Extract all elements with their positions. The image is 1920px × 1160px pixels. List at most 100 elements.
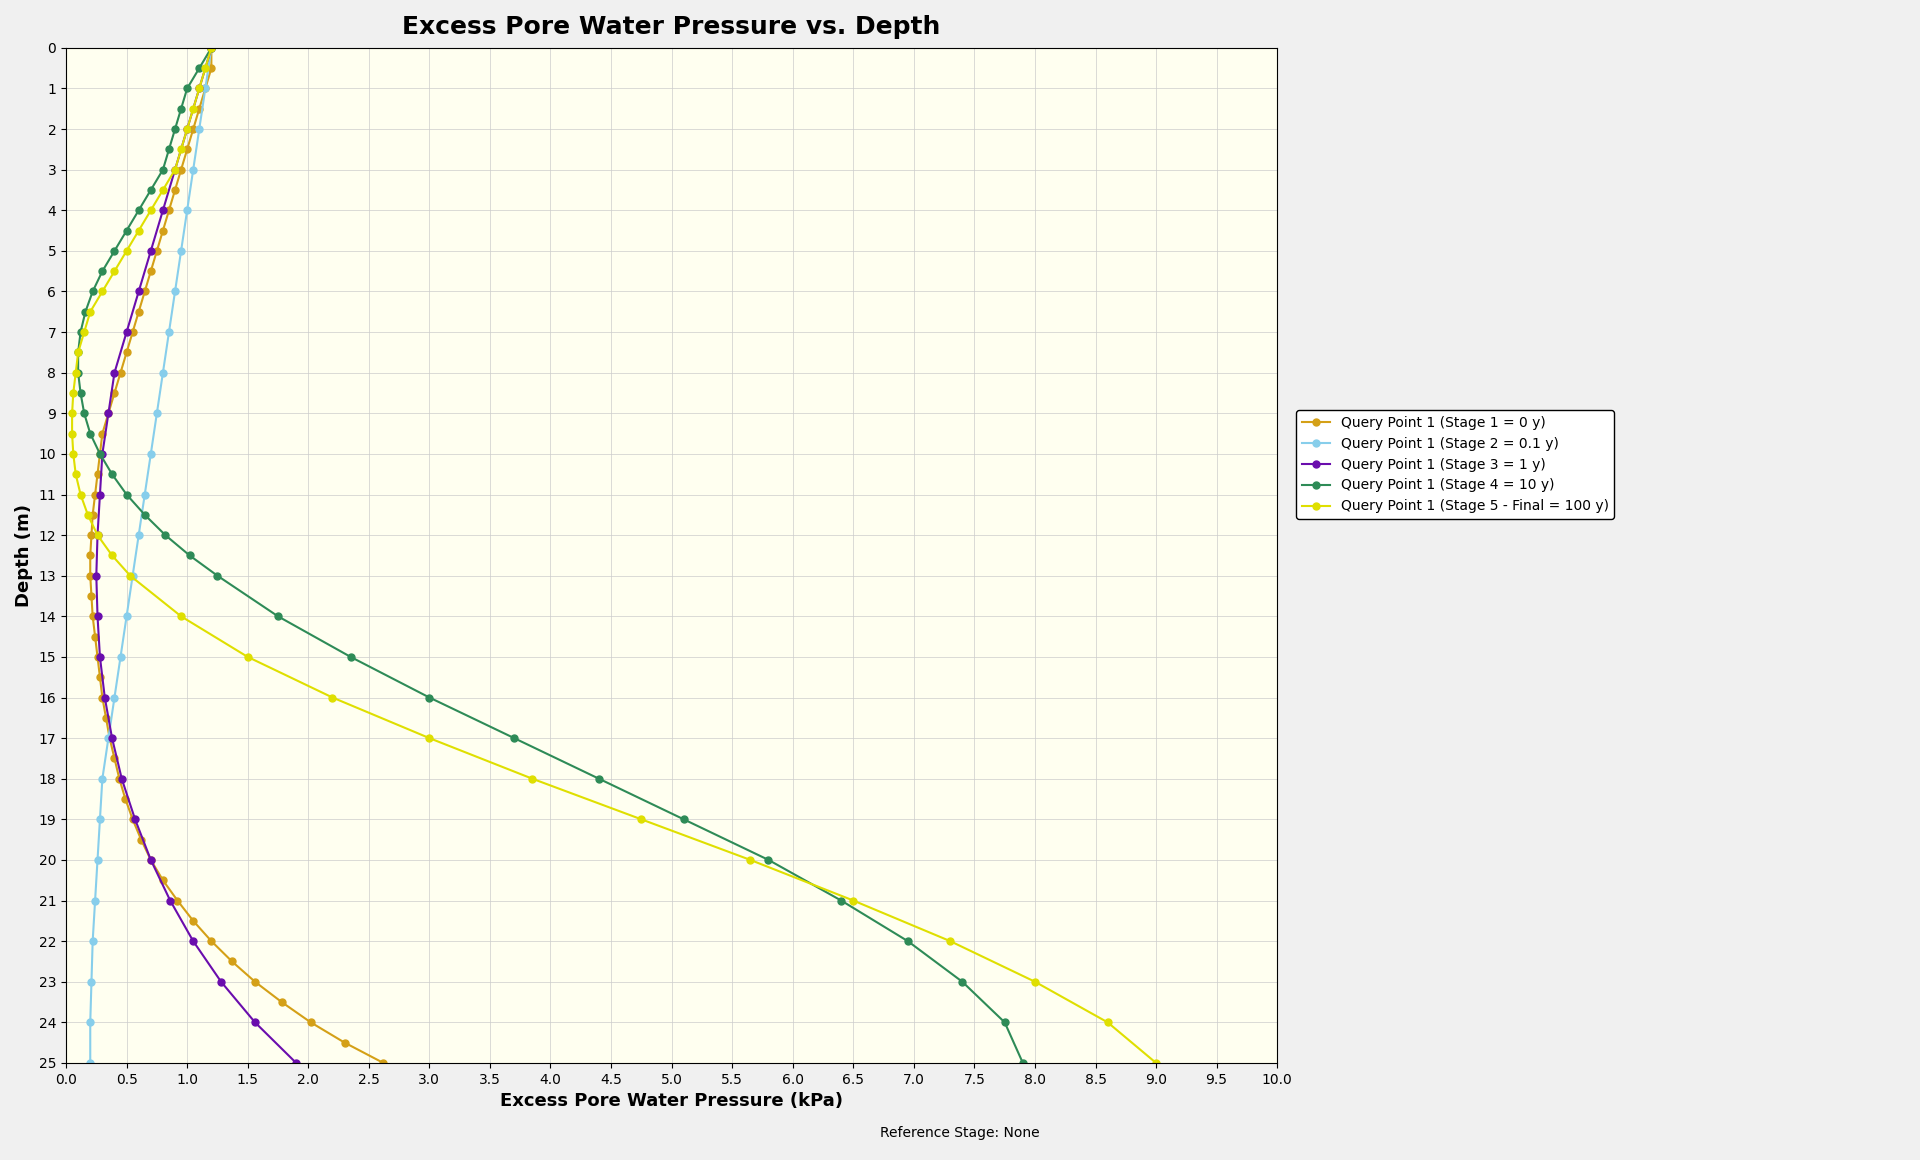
Query Point 1 (Stage 5 - Final = 100 y) — [630, 812, 653, 826]
Query Point 1 (Stage 3 = 1 y) — [159, 893, 182, 907]
Query Point 1 (Stage 5 - Final = 100 y) — [520, 771, 543, 785]
X-axis label: Excess Pore Water Pressure (kPa): Excess Pore Water Pressure (kPa) — [499, 1093, 843, 1110]
Query Point 1 (Stage 4 = 10 y) — [267, 609, 290, 623]
Query Point 1 (Stage 2 = 0.1 y) — [132, 487, 156, 501]
Query Point 1 (Stage 5 - Final = 100 y) — [188, 81, 211, 95]
Query Point 1 (Stage 4 = 10 y) — [993, 1015, 1016, 1029]
Query Point 1 (Stage 4 = 10 y) — [200, 41, 223, 55]
Query Point 1 (Stage 2 = 0.1 y) — [121, 568, 144, 582]
Query Point 1 (Stage 4 = 10 y) — [67, 365, 90, 379]
Query Point 1 (Stage 4 = 10 y) — [672, 812, 695, 826]
Query Point 1 (Stage 3 = 1 y) — [86, 609, 109, 623]
Query Point 1 (Stage 3 = 1 y) — [140, 244, 163, 258]
Query Point 1 (Stage 5 - Final = 100 y) — [73, 325, 96, 339]
Query Point 1 (Stage 3 = 1 y) — [188, 81, 211, 95]
Query Point 1 (Stage 3 = 1 y) — [123, 812, 146, 826]
Line: Query Point 1 (Stage 2 = 0.1 y): Query Point 1 (Stage 2 = 0.1 y) — [86, 44, 215, 1066]
Query Point 1 (Stage 5 - Final = 100 y) — [140, 203, 163, 217]
Query Point 1 (Stage 5 - Final = 100 y) — [61, 427, 84, 441]
Query Point 1 (Stage 4 = 10 y) — [73, 305, 96, 319]
Query Point 1 (Stage 4 = 10 y) — [157, 143, 180, 157]
Query Point 1 (Stage 4 = 10 y) — [179, 549, 202, 563]
Title: Excess Pore Water Pressure vs. Depth: Excess Pore Water Pressure vs. Depth — [403, 15, 941, 39]
Query Point 1 (Stage 5 - Final = 100 y) — [79, 305, 102, 319]
Query Point 1 (Stage 4 = 10 y) — [503, 731, 526, 745]
Query Point 1 (Stage 5 - Final = 100 y) — [194, 61, 217, 75]
Query Point 1 (Stage 5 - Final = 100 y) — [100, 549, 123, 563]
Query Point 1 (Stage 4 = 10 y) — [152, 162, 175, 176]
Query Point 1 (Stage 3 = 1 y) — [104, 365, 127, 379]
Query Point 1 (Stage 3 = 1 y) — [209, 974, 232, 988]
Query Point 1 (Stage 4 = 10 y) — [829, 893, 852, 907]
Query Point 1 (Stage 5 - Final = 100 y) — [163, 162, 186, 176]
Query Point 1 (Stage 4 = 10 y) — [340, 650, 363, 664]
Query Point 1 (Stage 3 = 1 y) — [244, 1015, 267, 1029]
Query Point 1 (Stage 5 - Final = 100 y) — [1144, 1056, 1167, 1070]
Query Point 1 (Stage 5 - Final = 100 y) — [182, 102, 205, 116]
Query Point 1 (Stage 5 - Final = 100 y) — [104, 264, 127, 278]
Query Point 1 (Stage 5 - Final = 100 y) — [1023, 974, 1046, 988]
Query Point 1 (Stage 2 = 0.1 y) — [109, 650, 132, 664]
Query Point 1 (Stage 3 = 1 y) — [96, 406, 119, 420]
Query Point 1 (Stage 4 = 10 y) — [419, 690, 442, 704]
Query Point 1 (Stage 2 = 0.1 y) — [79, 1015, 102, 1029]
Query Point 1 (Stage 5 - Final = 100 y) — [169, 609, 192, 623]
Query Point 1 (Stage 5 - Final = 100 y) — [86, 528, 109, 542]
Query Point 1 (Stage 2 = 0.1 y) — [194, 81, 217, 95]
Query Point 1 (Stage 5 - Final = 100 y) — [236, 650, 259, 664]
Query Point 1 (Stage 4 = 10 y) — [73, 406, 96, 420]
Query Point 1 (Stage 5 - Final = 100 y) — [127, 224, 150, 238]
Query Point 1 (Stage 5 - Final = 100 y) — [739, 853, 762, 867]
Query Point 1 (Stage 4 = 10 y) — [756, 853, 780, 867]
Query Point 1 (Stage 5 - Final = 100 y) — [63, 365, 86, 379]
Query Point 1 (Stage 3 = 1 y) — [88, 487, 111, 501]
Query Point 1 (Stage 2 = 0.1 y) — [169, 244, 192, 258]
Query Point 1 (Stage 1 = 0 y) — [115, 346, 138, 360]
Query Point 1 (Stage 5 - Final = 100 y) — [321, 690, 344, 704]
Query Point 1 (Stage 1 = 0 y) — [108, 771, 131, 785]
Query Point 1 (Stage 4 = 10 y) — [169, 102, 192, 116]
Query Point 1 (Stage 2 = 0.1 y) — [200, 41, 223, 55]
Query Point 1 (Stage 2 = 0.1 y) — [146, 406, 169, 420]
Query Point 1 (Stage 4 = 10 y) — [90, 264, 113, 278]
Query Point 1 (Stage 3 = 1 y) — [90, 447, 113, 461]
Query Point 1 (Stage 4 = 10 y) — [132, 508, 156, 522]
Query Point 1 (Stage 3 = 1 y) — [163, 162, 186, 176]
Query Point 1 (Stage 2 = 0.1 y) — [188, 122, 211, 136]
Query Point 1 (Stage 3 = 1 y) — [100, 731, 123, 745]
Query Point 1 (Stage 5 - Final = 100 y) — [63, 467, 86, 481]
Query Point 1 (Stage 4 = 10 y) — [163, 122, 186, 136]
Query Point 1 (Stage 4 = 10 y) — [188, 61, 211, 75]
Query Point 1 (Stage 5 - Final = 100 y) — [169, 143, 192, 157]
Query Point 1 (Stage 3 = 1 y) — [182, 934, 205, 948]
Query Point 1 (Stage 5 - Final = 100 y) — [175, 122, 198, 136]
Query Point 1 (Stage 4 = 10 y) — [104, 244, 127, 258]
Query Point 1 (Stage 5 - Final = 100 y) — [67, 346, 90, 360]
Query Point 1 (Stage 4 = 10 y) — [897, 934, 920, 948]
Query Point 1 (Stage 4 = 10 y) — [115, 224, 138, 238]
Query Point 1 (Stage 1 = 0 y) — [200, 41, 223, 55]
Query Point 1 (Stage 5 - Final = 100 y) — [1096, 1015, 1119, 1029]
Text: Reference Stage: None: Reference Stage: None — [879, 1126, 1041, 1140]
Query Point 1 (Stage 3 = 1 y) — [175, 122, 198, 136]
Query Point 1 (Stage 2 = 0.1 y) — [90, 771, 113, 785]
Query Point 1 (Stage 3 = 1 y) — [152, 203, 175, 217]
Query Point 1 (Stage 4 = 10 y) — [69, 386, 92, 400]
Query Point 1 (Stage 3 = 1 y) — [200, 41, 223, 55]
Query Point 1 (Stage 5 - Final = 100 y) — [61, 386, 84, 400]
Query Point 1 (Stage 4 = 10 y) — [127, 203, 150, 217]
Query Point 1 (Stage 3 = 1 y) — [284, 1056, 307, 1070]
Query Point 1 (Stage 4 = 10 y) — [115, 487, 138, 501]
Query Point 1 (Stage 5 - Final = 100 y) — [152, 183, 175, 197]
Query Point 1 (Stage 2 = 0.1 y) — [86, 853, 109, 867]
Query Point 1 (Stage 5 - Final = 100 y) — [119, 568, 142, 582]
Query Point 1 (Stage 5 - Final = 100 y) — [90, 284, 113, 298]
Query Point 1 (Stage 4 = 10 y) — [154, 528, 177, 542]
Query Point 1 (Stage 5 - Final = 100 y) — [77, 508, 100, 522]
Query Point 1 (Stage 2 = 0.1 y) — [163, 284, 186, 298]
Query Point 1 (Stage 2 = 0.1 y) — [127, 528, 150, 542]
Query Point 1 (Stage 3 = 1 y) — [115, 325, 138, 339]
Query Point 1 (Stage 1 = 0 y) — [140, 264, 163, 278]
Query Point 1 (Stage 4 = 10 y) — [79, 427, 102, 441]
Query Point 1 (Stage 3 = 1 y) — [109, 771, 132, 785]
